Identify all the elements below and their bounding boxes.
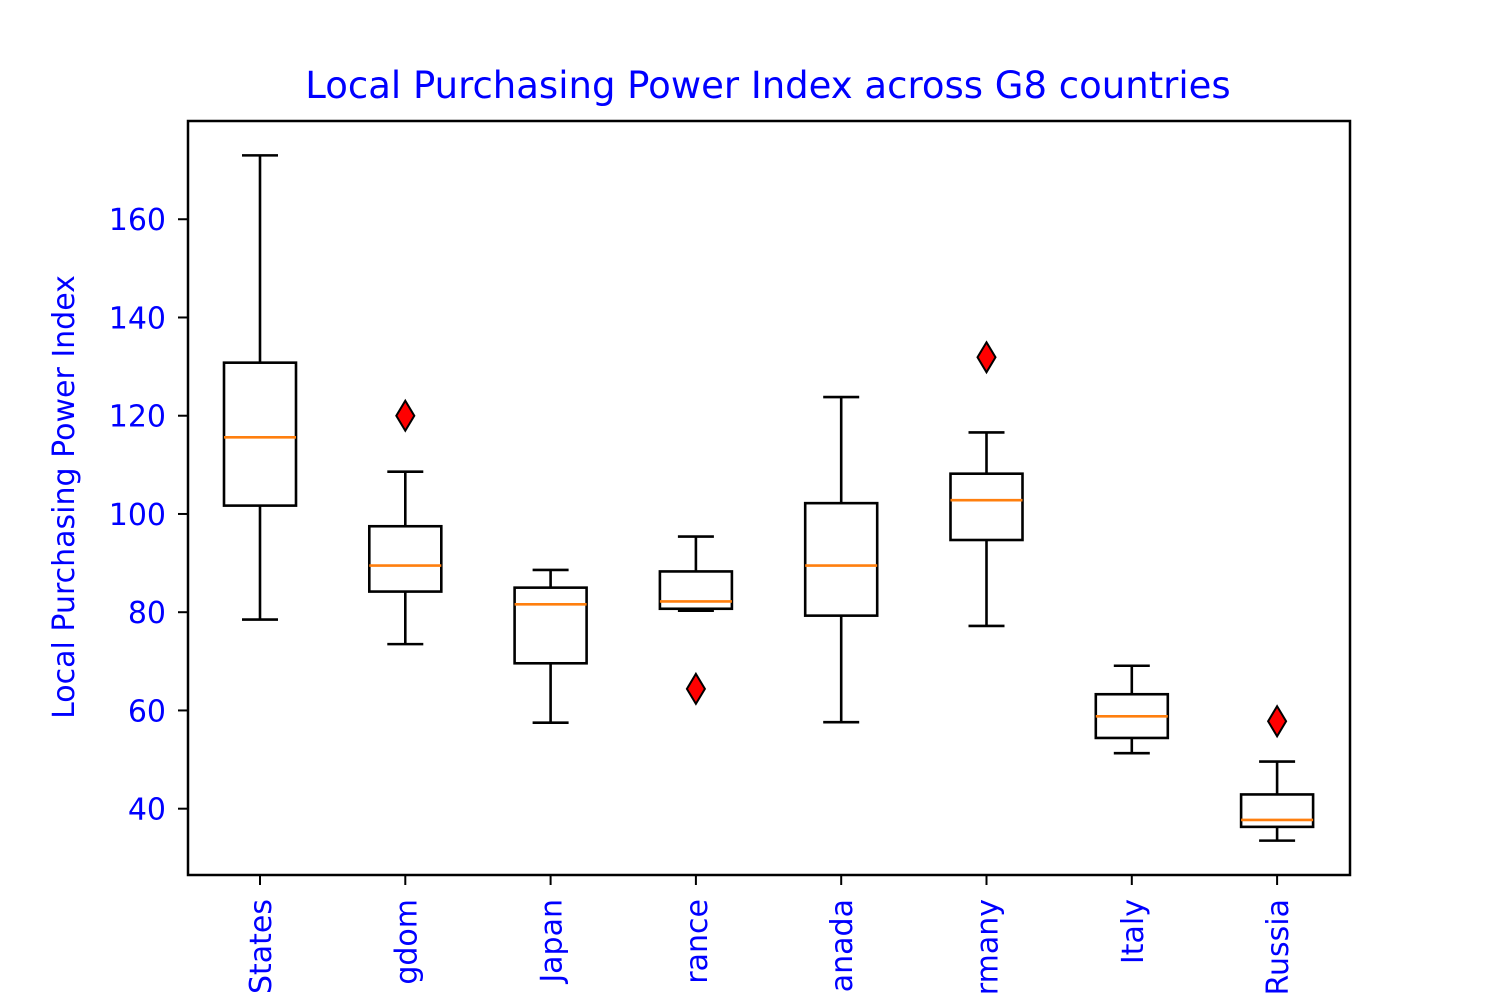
iqr-box	[367, 524, 443, 593]
iqr-box	[658, 570, 734, 611]
box-group	[658, 535, 734, 706]
y-tick-label: 100	[109, 498, 166, 533]
x-tick-label: States	[244, 899, 279, 994]
x-tick-label: Italy	[1116, 899, 1151, 964]
box-group	[513, 568, 588, 725]
y-tick-label: 40	[128, 793, 166, 828]
x-tick-label: rance	[680, 899, 715, 984]
y-tick-label: 60	[128, 694, 166, 729]
x-tick-label: rmany	[971, 899, 1006, 995]
box-group	[367, 398, 443, 646]
box-group	[1094, 664, 1170, 755]
y-tick-label: 80	[128, 596, 166, 631]
chart-title: Local Purchasing Power Index across G8 c…	[305, 64, 1230, 107]
outlier-marker	[685, 671, 707, 706]
y-tick-label: 120	[109, 400, 166, 435]
x-tick-label: anada	[825, 899, 860, 992]
y-axis-label: Local Purchasing Power Index	[47, 275, 82, 719]
box-group	[803, 395, 879, 724]
iqr-box	[222, 361, 298, 507]
y-tick-label: 160	[109, 203, 166, 238]
iqr-box	[803, 501, 879, 617]
iqr-box	[1239, 793, 1315, 829]
y-axis: 40 60 80 100 120 140 160	[109, 203, 188, 828]
plot-marks	[222, 154, 1315, 842]
iqr-box	[949, 472, 1024, 542]
box-group	[222, 154, 298, 621]
outlier-marker	[1266, 704, 1288, 739]
box-group	[1239, 704, 1315, 842]
iqr-box	[513, 586, 588, 665]
plot-frame	[186, 119, 1352, 877]
outlier-marker	[395, 398, 416, 433]
x-tick-label: Russia	[1261, 899, 1296, 996]
y-tick-label: 140	[109, 301, 166, 336]
box-group	[949, 340, 1024, 628]
x-tick-label: Japan	[535, 899, 570, 985]
outlier-marker	[976, 340, 997, 375]
x-axis: States gdom Japan rance anada rmany Italy Russi…	[244, 875, 1296, 996]
x-tick-label: gdom	[389, 899, 424, 985]
